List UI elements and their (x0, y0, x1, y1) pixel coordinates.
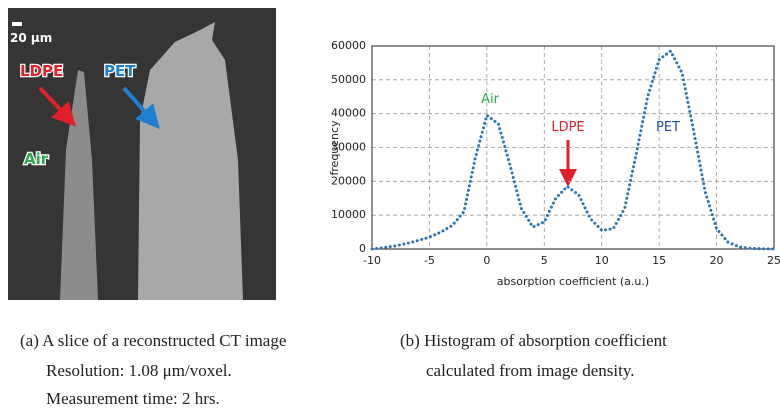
x-tick-label: 5 (541, 254, 548, 267)
y-tick-label: 40000 (331, 107, 366, 120)
y-tick-label: 60000 (331, 39, 366, 52)
y-tick-label: 0 (359, 242, 366, 255)
caption: (a) A slice of a reconstructed CT image (20, 331, 286, 350)
caption: Measurement time: 2 hrs. (46, 389, 220, 408)
ldpe-label: LDPE (20, 62, 63, 80)
y-tick-label: 50000 (331, 73, 366, 86)
x-tick-label: -10 (363, 254, 381, 267)
pet-sample (138, 22, 243, 300)
annotation: PET (656, 120, 680, 135)
caption: calculated from image density. (426, 361, 634, 380)
y-tick-label: 10000 (331, 208, 366, 221)
y-tick-label: 20000 (331, 174, 366, 187)
air-label: Air (24, 150, 49, 168)
arrow (38, 86, 77, 127)
x-tick-label: -5 (424, 254, 435, 267)
caption: (b) Histogram of absorption coefficient (400, 331, 667, 350)
x-tick-label: 25 (767, 254, 780, 267)
plot-frame (371, 45, 775, 250)
arrow (122, 86, 160, 130)
annotation: LDPE (551, 120, 584, 135)
x-tick-label: 0 (483, 254, 490, 267)
x-tick-label: 20 (710, 254, 724, 267)
caption: Resolution: 1.08 μm/voxel. (46, 361, 232, 380)
ldpe-sample (60, 70, 98, 300)
ct-image: 20 µm LDPE PET Air (8, 8, 276, 300)
scale-label: 20 µm (10, 31, 52, 45)
x-axis-label: absorption coefficient (a.u.) (497, 275, 649, 288)
scale-bar (12, 22, 22, 26)
x-tick-label: 15 (652, 254, 666, 267)
x-tick-label: 10 (595, 254, 609, 267)
y-tick-label: 30000 (331, 141, 366, 154)
pet-label: PET (104, 62, 136, 80)
histogram-line (370, 49, 776, 251)
annotation: Air (481, 92, 500, 107)
y-axis-label: frequency (328, 120, 341, 176)
